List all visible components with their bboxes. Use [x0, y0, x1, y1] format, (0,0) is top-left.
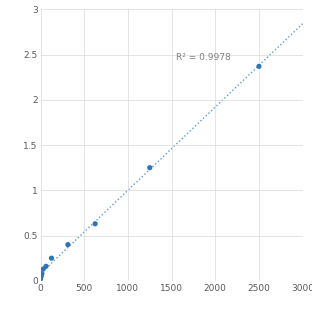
Point: [41, 266, 46, 271]
Point: [256, 64, 261, 69]
Point: [38, 276, 43, 281]
Point: [49, 256, 54, 261]
Point: [66, 242, 71, 247]
Point: [39, 271, 44, 276]
Point: [43, 264, 49, 269]
Point: [147, 165, 152, 170]
Point: [39, 274, 44, 279]
Text: R² = 0.9978: R² = 0.9978: [176, 53, 231, 62]
Point: [93, 221, 98, 226]
